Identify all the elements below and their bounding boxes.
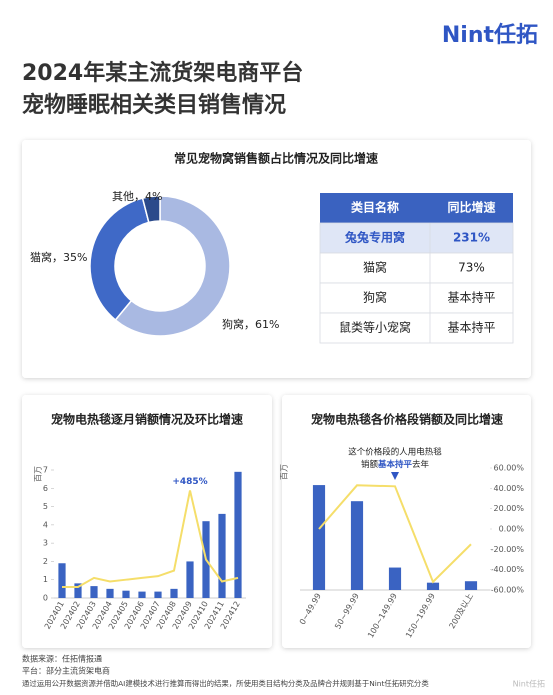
annotation: 销额基本持平去年 [361, 459, 430, 470]
bar [154, 591, 162, 598]
bar [170, 588, 178, 598]
y-tick-label: 6 [43, 484, 48, 493]
y-tick-label: 3 [43, 539, 48, 548]
table-cell: 231% [453, 231, 490, 245]
y2-tick-label: 60.00% [493, 464, 524, 473]
line [318, 484, 472, 584]
chart-title: 常见宠物窝销售额占比情况及同比增速 [174, 151, 378, 166]
table-row [319, 222, 514, 254]
table-cell: 鼠类等小宠窝 [339, 320, 411, 335]
bar [388, 567, 402, 590]
watermark: Nint任拓 [513, 679, 545, 689]
bar [312, 485, 326, 590]
table-cell: 73% [458, 261, 485, 275]
data-label: 狗窝，61% [222, 317, 279, 331]
footer: 通过运用公开数据资源并借助AI建模技术进行推算而得出的结果，所使用类目结构分类及… [22, 679, 429, 688]
bar [74, 583, 82, 598]
table-header-cell: 同比增速 [447, 200, 495, 215]
footer: 平台：部分主流货架电商 [22, 666, 110, 676]
annotation-part: 基本持平 [377, 459, 413, 470]
bar [464, 581, 478, 590]
title: 宠物睡眠相关类目销售情况 [22, 92, 286, 118]
logo: Nint任拓 [442, 22, 538, 48]
footer: 数据来源：任拓情报通 [22, 654, 102, 664]
annotation-part: 去年 [412, 459, 430, 470]
bar [122, 590, 130, 598]
table-row [319, 252, 514, 284]
bar [218, 513, 226, 598]
bar [90, 586, 98, 598]
y2-tick-label: 20.00% [493, 504, 524, 513]
y-tick-label: 0 [43, 594, 48, 603]
table-header [320, 193, 513, 223]
annotation: 这个价格段的人用电热毯 [348, 447, 442, 458]
table-cell: 狗窝 [363, 290, 387, 305]
bar [106, 588, 114, 598]
annotation-arrow [391, 472, 399, 480]
table-row [319, 312, 514, 344]
annotation-part: 销额 [361, 459, 379, 470]
donut-slice [89, 197, 150, 321]
y2-tick-label: 40.00% [493, 484, 524, 493]
annotation: +485% [172, 477, 207, 487]
table-cell: 兔兔专用窝 [344, 230, 405, 245]
y-tick-label: 1 [43, 575, 48, 584]
y-tick-label: 5 [43, 502, 48, 511]
table-cell: 基本持平 [447, 290, 495, 305]
title: 2024年某主流货架电商平台 [22, 60, 303, 86]
table-cell: 基本持平 [447, 320, 495, 335]
y-tick-label: 4 [43, 520, 48, 529]
bar [350, 501, 364, 590]
y2-tick-label: -60.00% [491, 586, 525, 595]
y2-tick-label: -40.00% [491, 565, 525, 574]
bar [426, 582, 440, 590]
chart-title: 宠物电热毯逐月销额情况及环比增速 [51, 412, 243, 427]
data-label: 猫窝，35% [30, 250, 87, 264]
bar [186, 561, 194, 598]
table-cell: 猫窝 [363, 260, 387, 275]
data-label: 其他，4% [112, 190, 162, 203]
y2-tick-label: -20.00% [491, 545, 525, 554]
table-header-cell: 类目名称 [351, 200, 399, 215]
y-tick-label: 2 [43, 557, 48, 566]
y-axis-unit: 百万 [280, 464, 289, 480]
line [62, 490, 239, 588]
donut-slice [114, 195, 231, 337]
donut-slice [141, 195, 161, 224]
bar [138, 591, 146, 598]
bar [58, 563, 66, 598]
y-tick-label: 7 [43, 466, 48, 475]
bar [234, 471, 242, 598]
chart-title: 宠物电热毯各价格段销额及同比增速 [311, 412, 503, 427]
y2-tick-label: 0.00% [499, 525, 525, 534]
table-row [319, 282, 514, 314]
y-axis-unit: 百万 [34, 466, 43, 482]
